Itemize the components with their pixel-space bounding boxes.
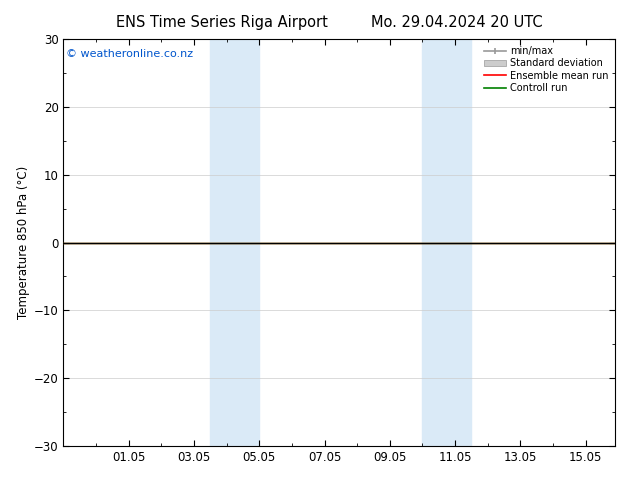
Text: Mo. 29.04.2024 20 UTC: Mo. 29.04.2024 20 UTC [371, 15, 542, 30]
Text: ENS Time Series Riga Airport: ENS Time Series Riga Airport [116, 15, 328, 30]
Y-axis label: Temperature 850 hPa (°C): Temperature 850 hPa (°C) [16, 166, 30, 319]
Legend: min/max, Standard deviation, Ensemble mean run, Controll run: min/max, Standard deviation, Ensemble me… [482, 44, 610, 95]
Bar [210, 39, 259, 446]
Bar [422, 39, 471, 446]
Text: © weatheronline.co.nz: © weatheronline.co.nz [66, 49, 193, 59]
